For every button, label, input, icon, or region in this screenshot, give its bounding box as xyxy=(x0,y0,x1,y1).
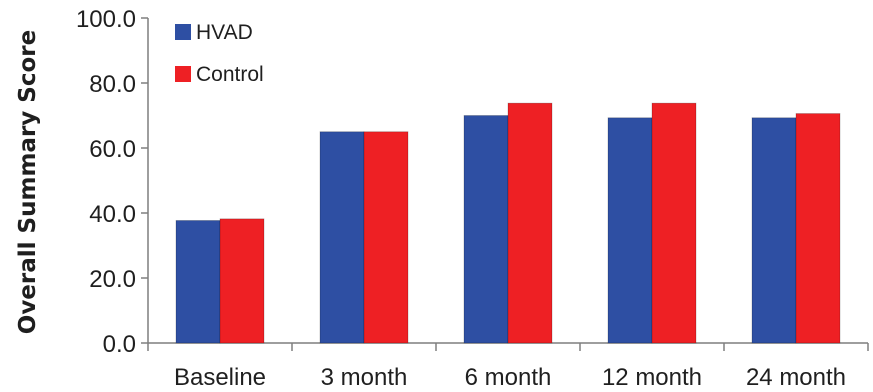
y-tick-label: 20.0 xyxy=(89,266,136,293)
y-tick-label: 40.0 xyxy=(89,201,136,228)
y-tick-label: 0.0 xyxy=(103,331,136,358)
bar-control-1 xyxy=(219,218,265,344)
y-axis-label: Overall Summary Score xyxy=(15,30,41,334)
y-tick-label: 80.0 xyxy=(89,71,136,98)
legend: HVAD Control xyxy=(175,21,264,86)
bar-control-3 xyxy=(507,102,553,344)
legend-label-control: Control xyxy=(196,63,264,86)
x-tick-label: 24 month xyxy=(746,364,846,391)
legend-label-hvad: HVAD xyxy=(196,21,253,44)
x-tick-label: 12 month xyxy=(602,364,702,391)
y-tick-label: 60.0 xyxy=(89,136,136,163)
x-axis: Baseline 3 month 6 month 12 month 24 month xyxy=(147,342,869,391)
x-tick-label: 6 month xyxy=(465,364,552,391)
bar-hvad-5 xyxy=(751,117,797,344)
bar-control-4 xyxy=(651,102,697,344)
bar-control-2 xyxy=(363,131,409,344)
x-tick-label: 3 month xyxy=(321,364,408,391)
bars-group xyxy=(175,102,841,344)
bar-hvad-2 xyxy=(319,131,365,344)
bar-hvad-1 xyxy=(175,220,221,344)
legend-swatch-control xyxy=(175,66,191,82)
bar-control-5 xyxy=(795,113,841,344)
y-tick-label: 100.0 xyxy=(76,6,136,33)
legend-swatch-hvad xyxy=(175,24,191,40)
bar-hvad-4 xyxy=(607,117,653,344)
x-tick-label: Baseline xyxy=(174,364,266,391)
bar-hvad-3 xyxy=(463,115,509,344)
y-axis: 0.0 20.0 40.0 60.0 80.0 100.0 xyxy=(76,6,149,358)
